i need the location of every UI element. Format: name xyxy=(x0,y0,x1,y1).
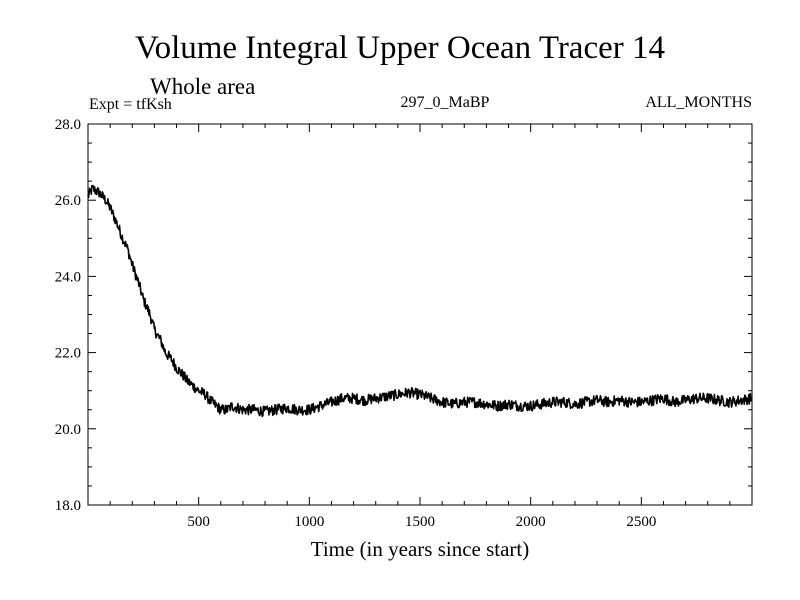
y-tick-label: 24.0 xyxy=(55,269,81,285)
ticks: 18.0 20.0 22.0 24.0 26.0 28.0 500 1000 1500 2000 2… xyxy=(55,117,752,530)
experiment-label: Expt = tfKsh xyxy=(89,96,172,113)
y-tick-label: 22.0 xyxy=(55,346,81,362)
x-axis-label: Time (in years since start) xyxy=(310,537,530,561)
x-tick-label: 500 xyxy=(187,514,210,530)
x-tick-label: 1500 xyxy=(405,514,435,530)
plot-frame xyxy=(87,123,753,506)
chart-subtitle: Whole area xyxy=(150,74,256,99)
x-tick-label: 1000 xyxy=(294,514,324,530)
y-tick-label: 28.0 xyxy=(55,117,81,133)
y-tick-label: 20.0 xyxy=(55,422,81,438)
y-tick-label: 26.0 xyxy=(55,193,81,209)
series-group xyxy=(87,184,753,418)
months-label: ALL_MONTHS xyxy=(645,94,752,111)
x-tick-label: 2000 xyxy=(516,514,546,530)
series-line xyxy=(87,184,753,418)
x-tick-label: 2500 xyxy=(626,514,656,530)
y-tick-label: 18.0 xyxy=(55,498,81,514)
axes xyxy=(87,123,753,506)
period-label: 297_0_MaBP xyxy=(400,94,490,111)
chart-title: Volume Integral Upper Ocean Tracer 14 xyxy=(135,30,665,66)
